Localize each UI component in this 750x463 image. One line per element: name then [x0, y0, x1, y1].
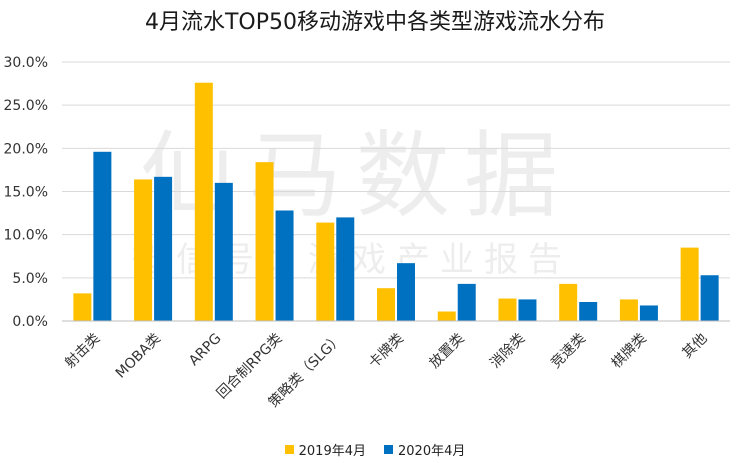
chart-title: 4月流水TOP50移动游戏中各类型游戏流水分布: [144, 10, 605, 35]
bar-2020: [275, 210, 294, 321]
y-tick-label: 20.0%: [4, 141, 48, 157]
bars: [73, 82, 719, 321]
y-tick-label: 15.0%: [4, 185, 48, 201]
bar-2020: [93, 151, 112, 321]
x-category-label: 消除类: [487, 331, 528, 372]
y-tick-label: 5.0%: [12, 271, 48, 287]
y-tick-label: 0.0%: [12, 314, 48, 330]
bar-2019: [255, 162, 274, 321]
x-category-label: 棋牌类: [608, 330, 650, 372]
bar-2019: [619, 299, 638, 321]
x-category-label: ARPG: [186, 331, 225, 370]
x-axis-categories: 射击类 MOBA类 ARPG回合制RPG类策略类（SLG） 卡牌类 放置类 消除类 竞速类棋…: [62, 330, 710, 411]
x-category-label: 射击类: [62, 331, 103, 372]
bar-2020: [397, 263, 415, 321]
bar-2019: [134, 179, 153, 321]
bar-2020: [639, 305, 658, 321]
bar-2019: [559, 283, 578, 321]
bar-2019: [437, 311, 456, 321]
legend-label-2020: 2020年4月: [398, 444, 466, 459]
bar-2019: [316, 222, 335, 321]
bar-2019: [498, 298, 517, 321]
x-category-label: 竞速类: [547, 330, 589, 372]
legend: 2019年4月 2020年4月: [0, 440, 750, 459]
bar-2020: [579, 302, 598, 321]
bar-2020: [518, 299, 537, 321]
legend-item-2019: 2019年4月: [284, 440, 366, 459]
y-tick-label: 25.0%: [4, 98, 48, 114]
bar-2019: [194, 82, 213, 321]
bar-2020: [336, 217, 355, 321]
x-category-label: 其他: [679, 331, 710, 362]
x-category-label: 放置类: [427, 331, 468, 372]
bar-2020: [700, 275, 719, 321]
legend-swatch-2019: [284, 445, 294, 454]
bar-2019: [680, 247, 699, 321]
bar-2019: [377, 288, 395, 321]
legend-item-2020: 2020年4月: [384, 440, 465, 459]
bar-2020: [154, 176, 173, 321]
y-tick-label: 10.0%: [4, 228, 48, 244]
y-axis-ticks: 0.0% 5.0% 10.0% 15.0% 20.0% 25.0% 30.0%: [4, 55, 48, 330]
bar-2020: [457, 283, 476, 321]
y-tick-label: 30.0%: [4, 55, 48, 71]
bar-2020: [214, 182, 233, 321]
x-category-label: 卡牌类: [365, 330, 407, 372]
x-category-label: MOBA类: [113, 331, 164, 382]
bar-2019: [73, 293, 92, 321]
legend-swatch-2020: [384, 445, 393, 454]
legend-label-2019: 2019年4月: [298, 444, 366, 459]
